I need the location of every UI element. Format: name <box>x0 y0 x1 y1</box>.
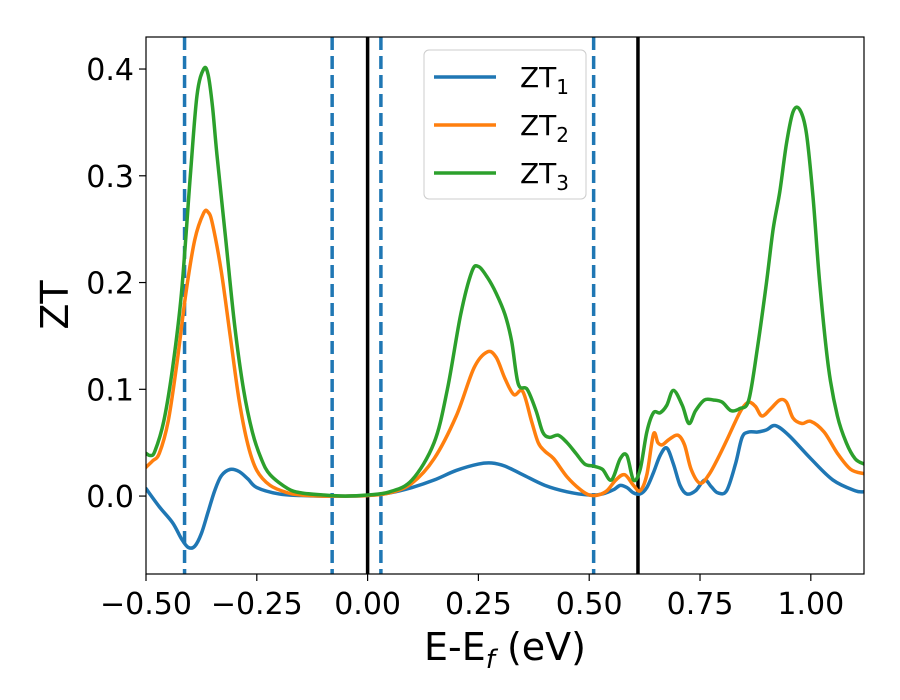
y-axis-label: ZT <box>33 280 77 330</box>
y-tick-label: 0.4 <box>86 53 134 88</box>
x-axis-ticks: −0.50 −0.25 0.00 0.25 0.50 0.75 1.00 <box>100 574 844 622</box>
x-tick-label: 1.00 <box>777 587 844 622</box>
x-tick-label: 0.75 <box>667 587 734 622</box>
series-line-zt2 <box>146 208 864 498</box>
x-tick-label: −0.50 <box>100 587 192 622</box>
y-tick-label: 0.2 <box>86 267 134 302</box>
x-tick-label: −0.25 <box>211 587 303 622</box>
plot-frame <box>145 36 865 575</box>
legend-label-zt1: ZT1 <box>520 61 569 99</box>
legend-label-zt3: ZT3 <box>520 157 569 195</box>
x-tick-label: 0.50 <box>556 587 623 622</box>
y-tick-label: 0.1 <box>86 373 134 408</box>
series-line-zt3 <box>146 65 864 498</box>
x-tick-label: 0.25 <box>445 587 512 622</box>
y-tick-label: 0.0 <box>86 480 134 515</box>
y-tick-label: 0.3 <box>86 160 134 195</box>
x-tick-label: 0.00 <box>334 587 401 622</box>
reference-lines <box>182 37 640 574</box>
legend-box <box>423 49 587 200</box>
x-axis-label: E-Ef (eV) <box>424 625 586 675</box>
y-axis-ticks: 0.0 0.1 0.2 0.3 0.4 <box>86 53 146 515</box>
legend-label-zt2: ZT2 <box>520 109 569 147</box>
legend: ZT1 ZT2 ZT3 <box>423 49 587 200</box>
series-line-zt1 <box>146 423 864 550</box>
series-layer <box>146 65 864 550</box>
